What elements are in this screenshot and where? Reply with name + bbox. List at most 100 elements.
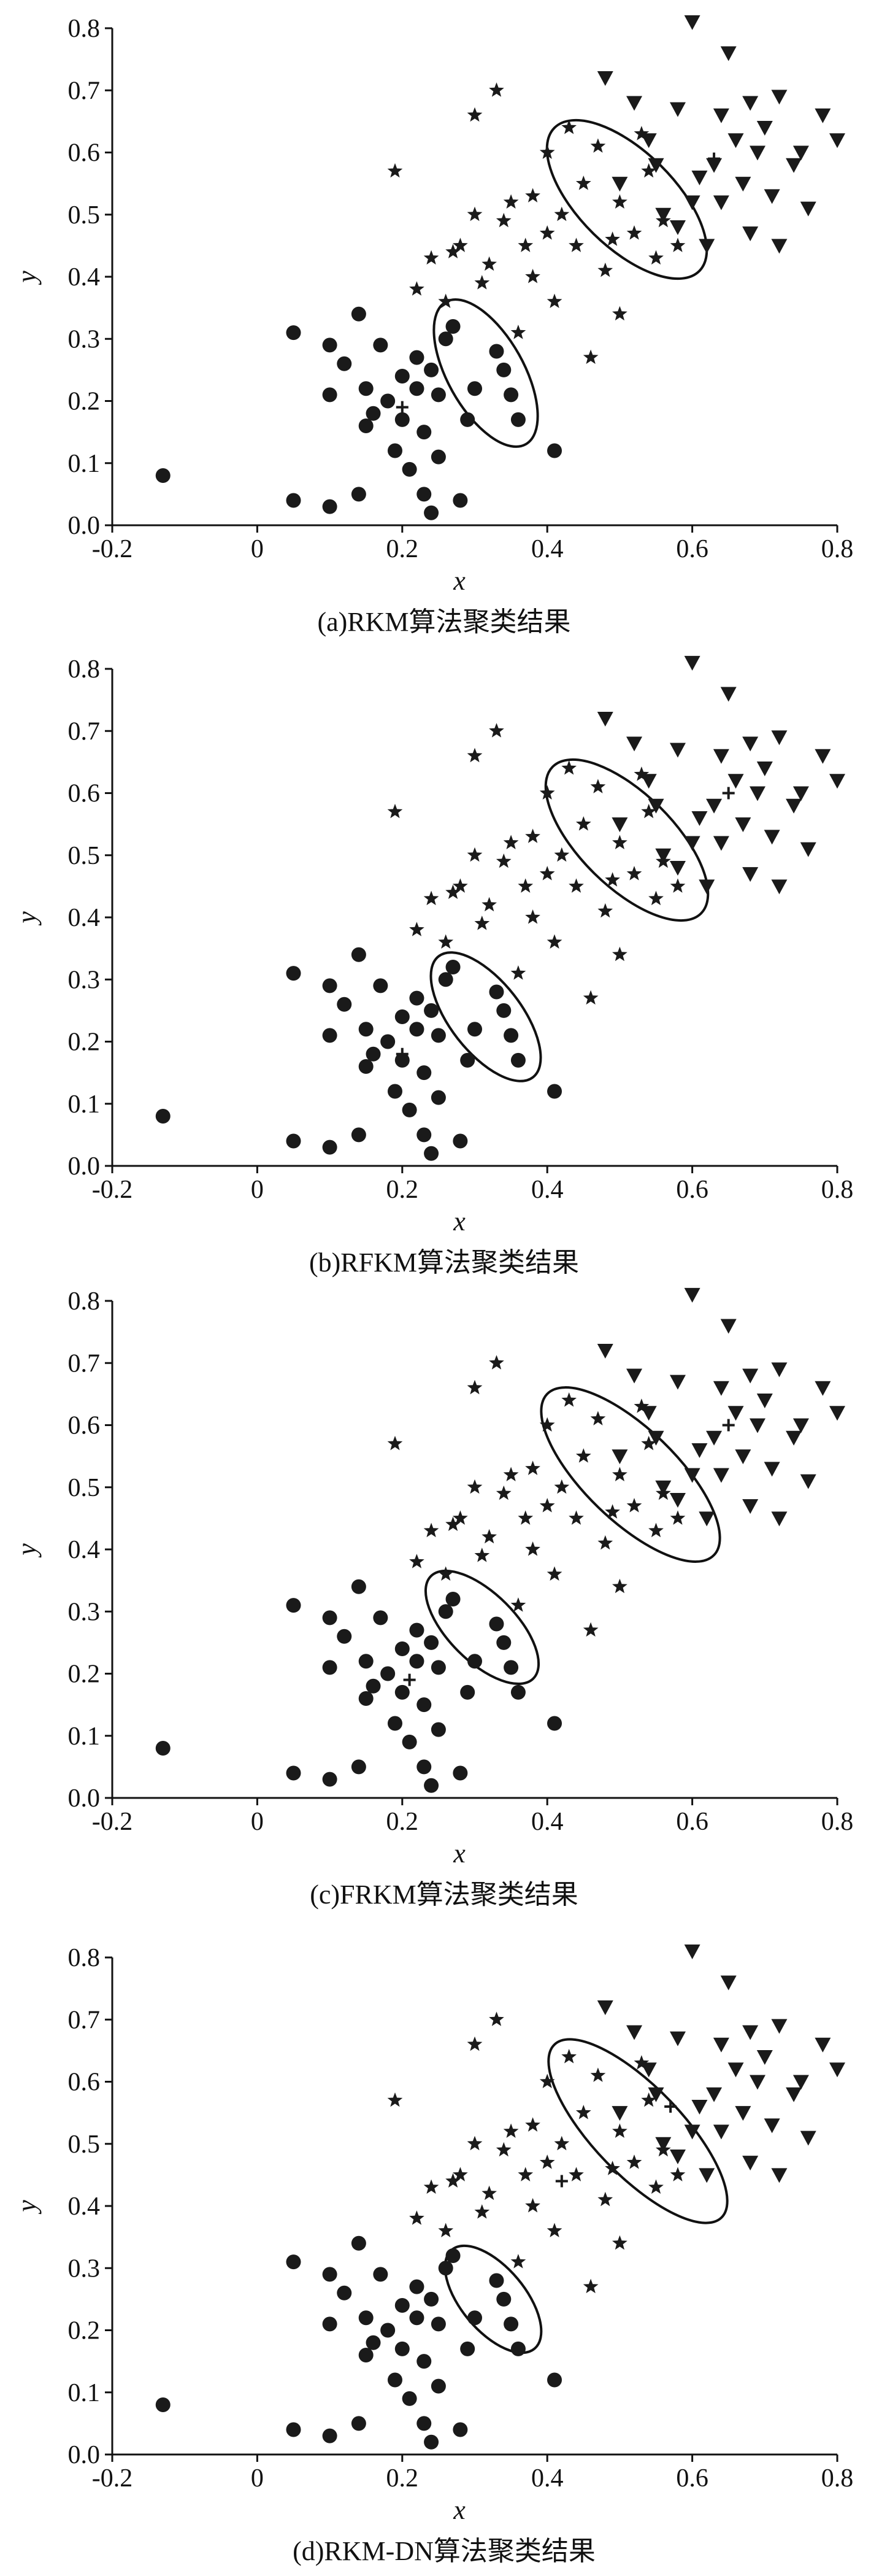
y-tick-label: 0.4: [68, 904, 101, 932]
point: [380, 2323, 396, 2338]
point: [460, 412, 475, 427]
point: [453, 2167, 468, 2181]
point: [648, 1522, 664, 1538]
point: [358, 2348, 374, 2362]
point: [351, 2235, 366, 2251]
center: [403, 1673, 416, 1686]
x-tick-label: 0: [251, 535, 264, 563]
point: [792, 1418, 809, 1433]
point: [669, 102, 686, 117]
point: [764, 189, 780, 204]
point: [525, 188, 540, 202]
point: [467, 206, 483, 222]
panel: 0.0 0.1 0.2 0.3 0.4 0.5 0.6 0.7 0.8 -0.2 0 0.2 0.4 0.…: [12, 655, 853, 1278]
point: [641, 1435, 656, 1451]
axes: [111, 1301, 837, 1799]
point: [699, 1511, 715, 1527]
point: [337, 997, 352, 1012]
point: [409, 2310, 424, 2326]
point: [815, 749, 831, 764]
point: [387, 443, 402, 458]
point: [467, 1379, 483, 1395]
point: [416, 2354, 432, 2369]
y-tick-label: 0.3: [68, 2254, 101, 2283]
y-tick-label: 0.7: [68, 2006, 101, 2034]
point: [742, 2025, 759, 2040]
center: [664, 2100, 677, 2113]
point: [727, 2062, 744, 2078]
point: [612, 946, 627, 962]
point: [626, 1498, 642, 1513]
point: [800, 2131, 816, 2146]
point: [605, 2161, 620, 2175]
point: [387, 1435, 403, 1451]
point: [648, 250, 664, 265]
center: [396, 401, 409, 414]
point: [322, 387, 337, 403]
point: [409, 1554, 424, 1568]
point: [749, 145, 765, 161]
point: [612, 177, 628, 192]
point: [489, 723, 504, 738]
point: [539, 1417, 555, 1432]
point: [815, 2037, 831, 2053]
point: [474, 916, 490, 930]
point: [416, 1759, 432, 1775]
point: [539, 144, 555, 159]
point: [322, 2316, 337, 2332]
point: [409, 2279, 424, 2294]
point: [561, 2049, 577, 2064]
point: [720, 46, 737, 61]
point: [829, 1406, 845, 1421]
point: [749, 786, 765, 801]
point: [482, 2185, 497, 2200]
point: [590, 779, 606, 793]
point: [351, 2416, 366, 2431]
point: [669, 1375, 686, 1390]
point: [409, 990, 424, 1006]
point: [453, 1133, 468, 1149]
point: [467, 1479, 483, 1494]
point: [337, 2285, 352, 2300]
point: [583, 2278, 599, 2294]
point: [720, 1319, 737, 1334]
point: [525, 2198, 540, 2213]
point: [482, 1529, 497, 1544]
y-tick-label: 0.0: [68, 512, 101, 540]
cluster-ellipse: [544, 758, 710, 922]
point: [380, 393, 396, 409]
point: [655, 1480, 672, 1495]
x-tick-label: 0.4: [531, 2464, 564, 2493]
panel: 0.0 0.1 0.2 0.3 0.4 0.5 0.6 0.7 0.8 -0.2 0 0.2 0.4 0.…: [12, 1287, 853, 1910]
point: [605, 231, 620, 246]
point: [438, 2261, 453, 2276]
point: [503, 194, 519, 209]
point: [569, 2167, 584, 2181]
x-tick-label: 0.8: [821, 1176, 854, 1204]
x-tick-label: 0.2: [386, 2464, 419, 2493]
y-tick-label: 0.6: [68, 1412, 101, 1440]
point: [764, 1462, 780, 1477]
point: [416, 1127, 432, 1143]
point: [713, 1468, 729, 1483]
point: [561, 120, 577, 134]
point: [322, 978, 337, 993]
point: [612, 194, 627, 209]
point: [626, 736, 643, 752]
point: [489, 82, 504, 97]
point: [510, 1684, 526, 1700]
point: [771, 2168, 788, 2183]
point: [510, 325, 526, 339]
point: [684, 836, 700, 851]
point: [467, 2036, 483, 2051]
point: [684, 15, 700, 30]
point: [351, 487, 366, 502]
point: [554, 847, 570, 862]
point: [727, 133, 744, 148]
point: [337, 356, 352, 371]
point: [670, 878, 686, 893]
point: [496, 212, 512, 228]
point: [504, 1028, 519, 1043]
point: [155, 468, 171, 483]
y-tick-label: 0.8: [68, 1944, 101, 1972]
